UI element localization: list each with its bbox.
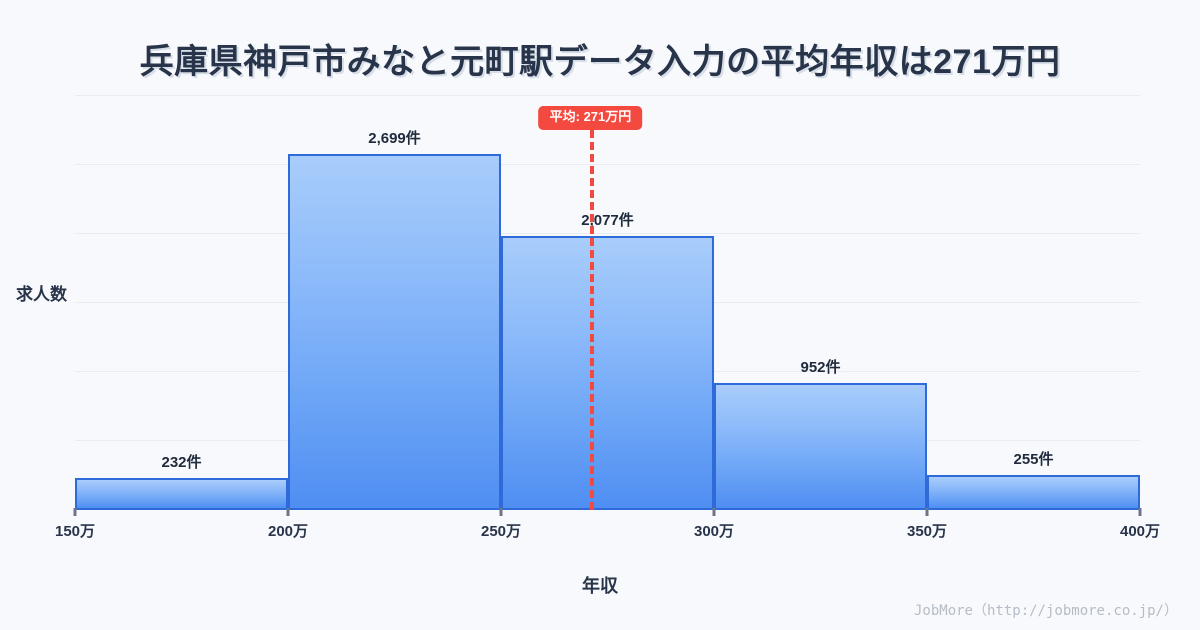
chart-title: 兵庫県神戸市みなと元町駅データ入力の平均年収は271万円 — [139, 43, 1061, 81]
x-axis-baseline — [75, 508, 1140, 510]
x-axis-tick — [712, 508, 716, 516]
x-axis-tick-label: 200万 — [267, 523, 309, 540]
bar[interactable] — [714, 383, 927, 508]
x-axis-tick — [499, 508, 503, 516]
y-axis-title: 求人数 — [16, 285, 67, 304]
bar[interactable] — [288, 154, 501, 508]
x-axis-tick — [73, 508, 77, 516]
average-badge: 平均: 271万円 — [538, 106, 643, 130]
x-axis-title: 年収 — [582, 576, 618, 596]
average-line — [590, 130, 595, 510]
x-axis-tick-label: 400万 — [1119, 523, 1161, 540]
x-axis-tick — [1138, 508, 1142, 516]
bar[interactable] — [75, 477, 288, 508]
x-axis-tick — [286, 508, 290, 516]
bar-value-label: 255件 — [1013, 450, 1054, 468]
x-axis-tick-label: 150万 — [54, 523, 96, 540]
gridline — [75, 233, 1140, 234]
x-axis-tick-label: 250万 — [480, 523, 522, 540]
bar[interactable] — [501, 235, 714, 508]
bar-value-label: 2,699件 — [368, 130, 421, 148]
gridline — [75, 164, 1140, 165]
x-axis-tick — [925, 508, 929, 516]
bar-value-label: 2,077件 — [581, 211, 634, 229]
bar-value-label: 232件 — [161, 453, 202, 471]
bar[interactable] — [927, 474, 1140, 508]
x-axis-tick-label: 350万 — [906, 523, 948, 540]
x-axis-tick-label: 300万 — [693, 523, 735, 540]
watermark-label: JobMore（http://jobmore.co.jp/） — [913, 603, 1178, 619]
bar-value-label: 952件 — [800, 359, 841, 377]
gridline — [75, 95, 1140, 96]
